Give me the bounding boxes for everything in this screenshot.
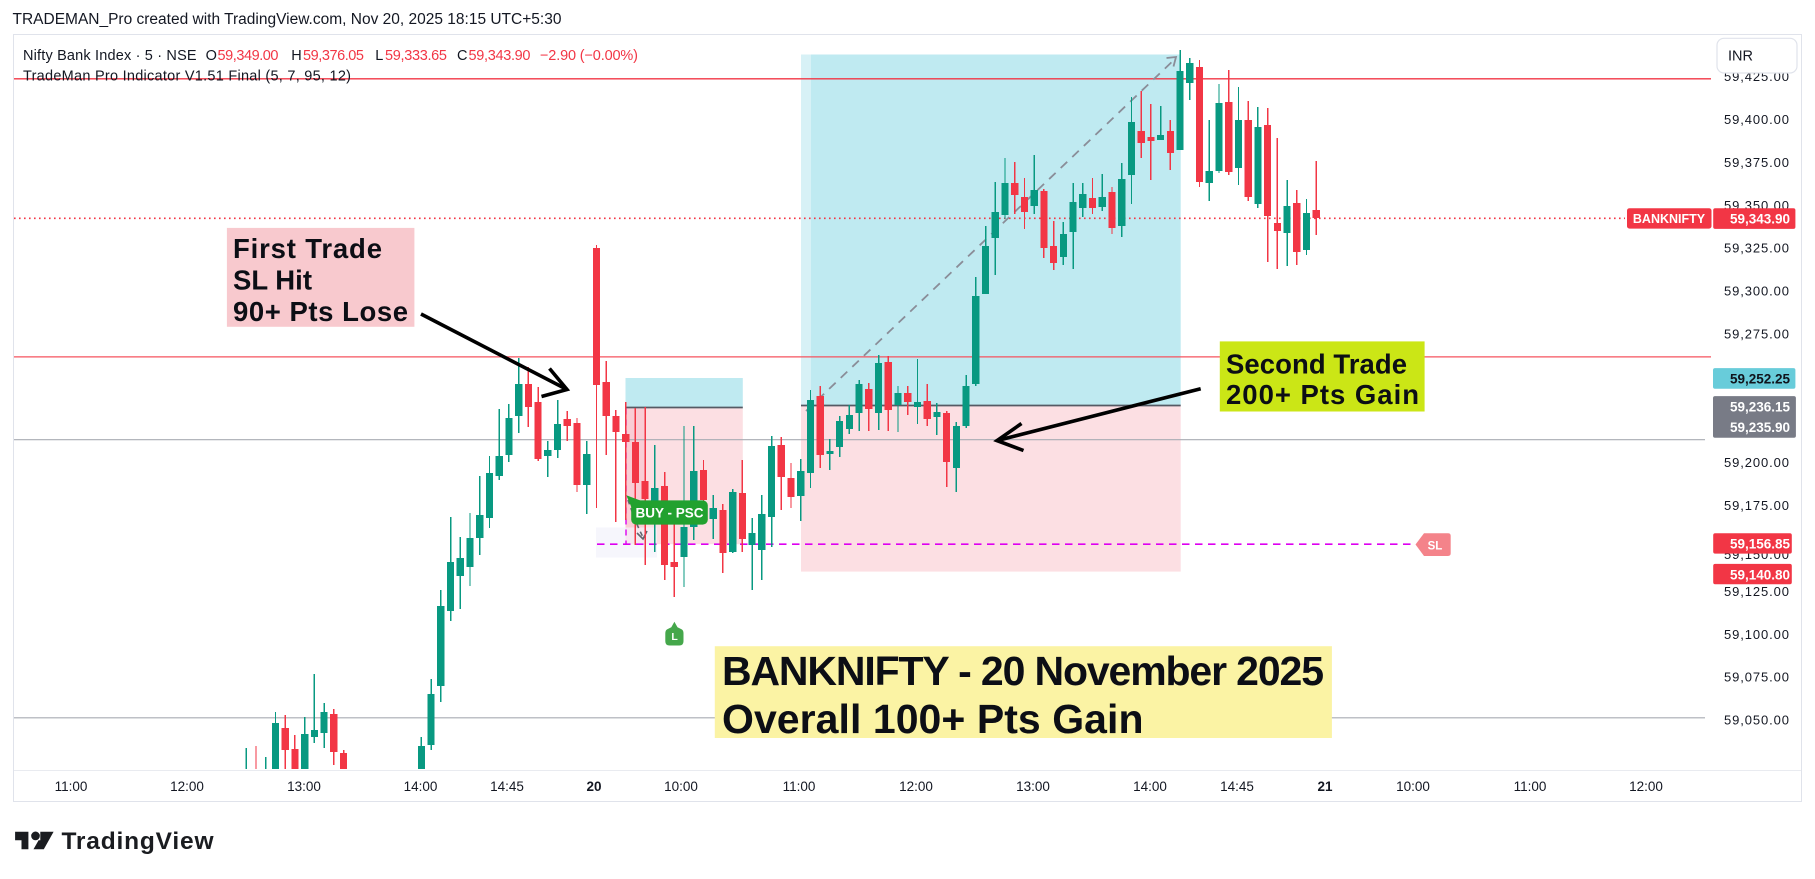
svg-text:14:45: 14:45	[1220, 779, 1254, 794]
svg-text:59,156.85: 59,156.85	[1730, 537, 1791, 552]
svg-text:59,200.00: 59,200.00	[1724, 455, 1789, 470]
svg-text:59,375.00: 59,375.00	[1724, 155, 1789, 170]
svg-text:59,400.00: 59,400.00	[1724, 112, 1789, 127]
svg-text:TradeMan Pro Indicator V1.51 F: TradeMan Pro Indicator V1.51 Final (5, 7…	[23, 68, 351, 84]
svg-text:SL Hit: SL Hit	[233, 265, 312, 296]
svg-text:59,275.00: 59,275.00	[1724, 327, 1789, 342]
svg-text:11:00: 11:00	[55, 779, 88, 794]
svg-text:First Trade: First Trade	[233, 233, 382, 264]
svg-text:SL: SL	[1428, 541, 1443, 553]
svg-text:59,333.65: 59,333.65	[385, 48, 447, 64]
svg-text:BUY - PSC: BUY - PSC	[635, 505, 703, 520]
svg-text:59,125.00: 59,125.00	[1724, 584, 1789, 599]
svg-text:12:00: 12:00	[170, 779, 204, 794]
svg-text:59,252.25: 59,252.25	[1730, 372, 1791, 387]
svg-text:59,325.00: 59,325.00	[1724, 241, 1789, 256]
svg-text:59,235.90: 59,235.90	[1730, 420, 1790, 435]
svg-text:O: O	[206, 48, 217, 64]
svg-text:59,236.15: 59,236.15	[1730, 399, 1791, 414]
svg-text:90+ Pts Lose: 90+ Pts Lose	[233, 296, 408, 327]
svg-text:10:00: 10:00	[1396, 779, 1430, 794]
svg-text:21: 21	[1317, 779, 1333, 794]
svg-text:11:00: 11:00	[783, 779, 816, 794]
svg-text:Nifty Bank Index · 5 · NSE: Nifty Bank Index · 5 · NSE	[23, 48, 197, 64]
svg-text:59,343.90: 59,343.90	[1730, 212, 1790, 227]
svg-text:14:45: 14:45	[490, 779, 524, 794]
svg-text:L: L	[671, 631, 678, 643]
svg-text:INR: INR	[1728, 49, 1753, 65]
svg-text:59,050.00: 59,050.00	[1724, 713, 1789, 728]
svg-text:14:00: 14:00	[404, 779, 438, 794]
svg-text:Overall 100+ Pts Gain: Overall 100+ Pts Gain	[722, 696, 1144, 742]
svg-text:L: L	[375, 48, 383, 64]
svg-text:59,300.00: 59,300.00	[1724, 284, 1789, 299]
svg-text:BANKNIFTY: BANKNIFTY	[1633, 212, 1706, 226]
svg-text:11:00: 11:00	[1514, 779, 1547, 794]
svg-text:13:00: 13:00	[287, 779, 321, 794]
svg-text:−2.90 (−0.00%): −2.90 (−0.00%)	[540, 48, 638, 64]
svg-text:H: H	[291, 48, 301, 64]
svg-text:59,075.00: 59,075.00	[1724, 670, 1789, 685]
svg-text:59,349.00: 59,349.00	[218, 48, 279, 64]
svg-text:C: C	[457, 48, 467, 64]
svg-text:TRADEMAN_Pro created with Trad: TRADEMAN_Pro created with TradingView.co…	[13, 11, 562, 28]
svg-text:Second Trade: Second Trade	[1226, 349, 1407, 380]
svg-text:BANKNIFTY - 20 November 2025: BANKNIFTY - 20 November 2025	[722, 648, 1324, 694]
svg-text:200+ Pts Gain: 200+ Pts Gain	[1226, 379, 1419, 410]
svg-text:12:00: 12:00	[1629, 779, 1663, 794]
svg-text:13:00: 13:00	[1016, 779, 1050, 794]
svg-text:59,175.00: 59,175.00	[1724, 498, 1789, 513]
svg-text:59,100.00: 59,100.00	[1724, 627, 1789, 642]
svg-text:59,376.05: 59,376.05	[303, 48, 364, 64]
svg-text:59,140.80: 59,140.80	[1730, 567, 1790, 582]
svg-text:20: 20	[586, 779, 601, 794]
svg-text:10:00: 10:00	[664, 779, 698, 794]
svg-text:12:00: 12:00	[899, 779, 933, 794]
svg-text:59,343.90: 59,343.90	[469, 48, 531, 64]
svg-text:14:00: 14:00	[1133, 779, 1167, 794]
svg-text:TradingView: TradingView	[62, 828, 215, 855]
